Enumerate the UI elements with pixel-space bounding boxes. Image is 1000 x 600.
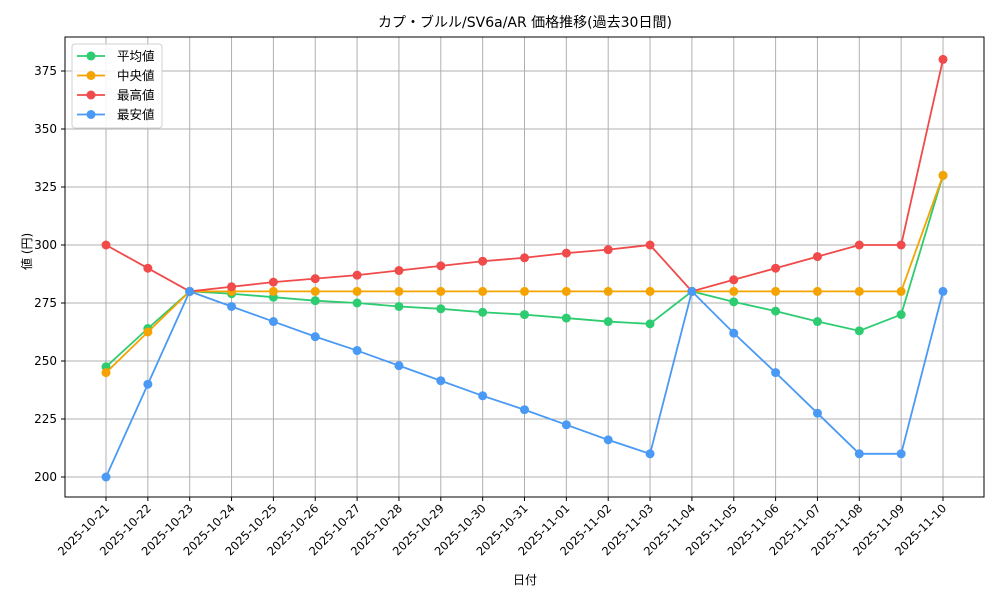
data-point [520,286,529,296]
data-point [645,240,655,250]
y-tick-label: 275 [34,296,57,310]
data-point [854,286,864,296]
data-point [896,449,906,459]
data-point [854,326,864,336]
y-tick-label: 350 [34,122,57,136]
data-point [729,297,739,307]
grid [65,37,984,497]
y-tick-label: 250 [34,354,57,368]
data-point [143,327,153,337]
data-point [896,286,906,296]
data-point [729,275,739,285]
data-point [561,313,571,323]
data-point [101,240,111,250]
data-point [352,286,362,296]
legend-label: 平均値 [117,49,155,64]
series-1 [101,170,948,378]
data-point [938,170,948,180]
chart-title: カプ・ブルル/SV6a/AR 価格推移(過去30日間) [378,15,672,31]
data-point [143,263,153,273]
data-point [478,286,488,296]
data-point [227,301,237,311]
data-point [812,317,822,327]
data-point [310,274,320,284]
data-point [645,319,655,329]
data-point [771,286,781,296]
series-3 [101,286,948,482]
data-point [812,286,822,296]
data-point [436,261,446,271]
y-tick-label: 375 [34,64,57,78]
data-point [812,252,822,262]
data-point [310,332,320,342]
data-point [520,405,529,415]
data-point [729,328,739,338]
data-point [854,449,864,459]
series-2 [101,54,948,296]
y-axis: 200 225 250 275 300 325 350 375 [34,64,65,484]
data-point [143,379,153,389]
data-point [729,286,739,296]
data-point [436,286,446,296]
data-point [310,296,320,306]
data-point [771,306,781,316]
data-point [938,54,948,64]
data-point [561,420,571,430]
data-point [645,286,655,296]
data-point [938,286,948,296]
x-axis-label: 日付 [512,573,537,587]
legend-label: 最高値 [117,88,155,103]
data-point [394,286,404,296]
data-point [268,277,278,287]
data-point [352,298,362,308]
data-point [771,263,781,273]
y-tick-label: 200 [34,470,57,484]
data-point [185,286,195,296]
data-point [394,301,404,311]
y-tick-label: 300 [34,238,57,252]
data-point [436,376,446,386]
data-point [394,266,404,276]
data-point [268,317,278,327]
data-point [812,408,822,418]
data-point [352,270,362,280]
data-point [101,472,111,482]
data-point [227,282,237,292]
data-point [645,449,655,459]
data-point [896,310,906,320]
data-point [268,286,278,296]
data-point [352,346,362,356]
data-point [436,304,446,314]
legend-label: 中央値 [117,68,155,83]
data-point [478,391,488,401]
data-point [771,368,781,378]
data-point [561,248,571,258]
data-point [101,368,111,378]
data-point [478,256,488,266]
y-tick-label: 325 [34,180,57,194]
data-point [520,253,529,263]
data-point [603,317,613,327]
x-axis: 2025-10-212025-10-222025-10-232025-10-24… [55,497,949,558]
data-point [561,286,571,296]
data-point [687,286,697,296]
y-tick-label: 225 [34,412,57,426]
data-point [854,240,864,250]
data-point [310,286,320,296]
data-point [896,240,906,250]
data-point [603,435,613,445]
data-point [603,286,613,296]
data-point [603,245,613,255]
data-point [394,361,404,371]
data-point [478,307,488,317]
legend-label: 最安値 [117,107,155,122]
data-point [520,310,529,320]
